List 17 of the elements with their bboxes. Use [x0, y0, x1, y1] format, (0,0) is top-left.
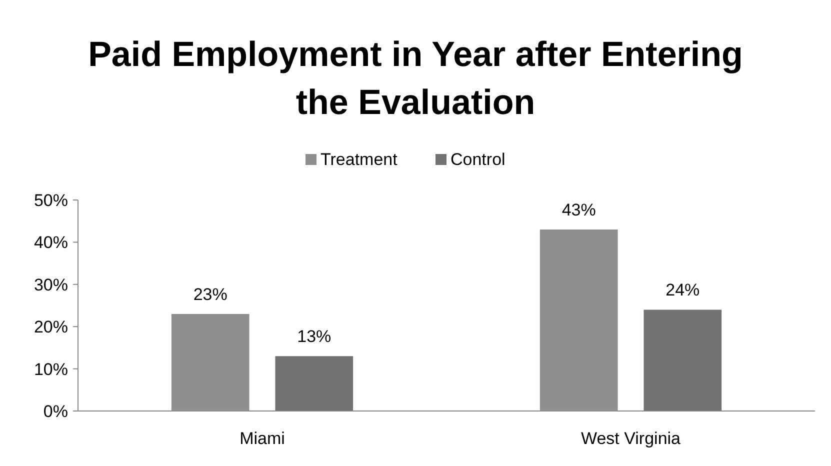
y-tick-label: 30% — [34, 275, 68, 294]
y-tick-label: 50% — [34, 190, 68, 210]
bar — [644, 310, 722, 411]
x-tick-label: Miami — [240, 429, 285, 448]
data-label: 43% — [562, 200, 596, 220]
data-label: 13% — [297, 327, 332, 346]
bar — [275, 356, 354, 411]
y-tick-label: 10% — [34, 360, 68, 379]
data-label: 23% — [193, 284, 228, 304]
x-tick-label: West Virginia — [580, 429, 682, 448]
y-tick-label: 40% — [34, 233, 68, 252]
data-label: 24% — [666, 280, 700, 300]
legend-label: Treatment — [320, 150, 398, 169]
y-tick-label: 20% — [34, 318, 68, 337]
y-tick-label: 0% — [43, 402, 68, 421]
legend-label: Control — [450, 150, 506, 169]
chart-title: Paid Employment in Year after Entering the Evaluation — [88, 35, 743, 122]
